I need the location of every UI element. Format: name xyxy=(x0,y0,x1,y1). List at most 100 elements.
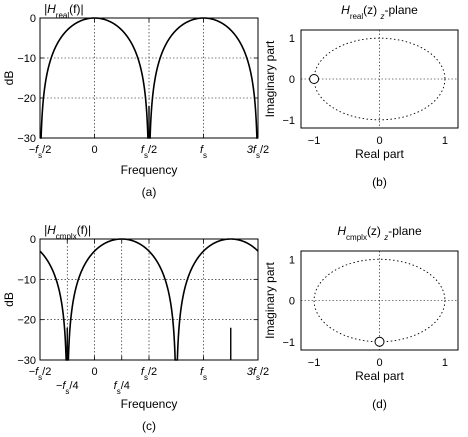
x-tick-label-part: 0 xyxy=(91,366,97,378)
panel-b: 1 0 −1 −1 0 1 Real part Imaginary part Hreal(z) … xyxy=(263,3,459,189)
y-tick-label: 1 xyxy=(289,254,295,266)
x-tick-label-part: /4 xyxy=(69,380,78,392)
chart-title-part: cmplx xyxy=(346,233,367,242)
y-tick-label: 1 xyxy=(289,33,295,45)
chart-title-part: (z) xyxy=(367,224,384,238)
y-axis-label: dB xyxy=(2,71,16,86)
panel-caption: (d) xyxy=(372,397,387,411)
y-tick-label: 0 xyxy=(30,13,36,25)
chart-title-part: H xyxy=(341,3,350,17)
x-tick-label-part: s xyxy=(65,387,69,396)
y-axis-label: Imaginary part xyxy=(263,261,277,338)
x-tick-label: 1 xyxy=(442,135,448,147)
y-axis-label: Imaginary part xyxy=(263,40,277,117)
y-tick-label: −10 xyxy=(17,53,36,65)
x-tick-label-part: −f xyxy=(29,144,39,156)
x-tick-label-part: /2 xyxy=(42,144,51,156)
x-tick-label: fs/2 xyxy=(141,144,157,160)
x-tick-label: 3fs/2 xyxy=(247,144,269,160)
y-tick-label: −10 xyxy=(17,274,36,286)
y-tick-label: −30 xyxy=(17,133,36,145)
chart-title: |Hcmplx(f)| xyxy=(44,223,91,241)
plot-frame xyxy=(39,238,259,361)
y-tick-label: 0 xyxy=(30,234,36,246)
x-tick-label: −fs/4 xyxy=(56,380,79,396)
x-tick-label: −fs/2 xyxy=(29,366,52,382)
series-line xyxy=(39,238,259,361)
x-tick-label-part: /2 xyxy=(260,366,269,378)
x-tick-label-part: s xyxy=(144,151,148,160)
y-tick-label: −30 xyxy=(17,355,36,367)
y-tick-label: 0 xyxy=(289,74,295,86)
y-axis-label: dB xyxy=(2,292,16,307)
x-tick-label-part: 3f xyxy=(247,144,257,156)
x-tick-label-part: /2 xyxy=(42,366,51,378)
chart-title-part: real xyxy=(56,11,70,20)
chart-title-part: -plane xyxy=(384,3,418,17)
x-tick-label: −fs/2 xyxy=(29,144,52,160)
zero-marker xyxy=(374,336,385,347)
x-tick-label-part: s xyxy=(256,373,260,382)
x-tick-label: −1 xyxy=(308,357,321,369)
x-tick-label: 3fs/2 xyxy=(247,366,269,382)
y-tick-label: 0 xyxy=(289,296,295,308)
x-tick-label-part: s xyxy=(203,373,207,382)
x-tick-label-part: 0 xyxy=(91,144,97,156)
chart-title-part: -plane xyxy=(388,224,422,238)
x-tick-label-part: s xyxy=(256,151,260,160)
x-tick-label: 0 xyxy=(91,144,97,156)
chart-title-part: |H xyxy=(44,2,56,16)
x-tick-label-part: s xyxy=(38,151,42,160)
x-axis-label: Real part xyxy=(355,369,404,383)
x-tick-label: −1 xyxy=(308,135,321,147)
zero-marker xyxy=(309,74,320,84)
x-tick-label-part: /4 xyxy=(121,380,130,392)
x-axis-label: Frequency xyxy=(121,163,178,177)
chart-title-part: (z) xyxy=(363,3,380,17)
plot-frame xyxy=(300,250,459,351)
chart-title-part: z xyxy=(383,233,388,242)
x-tick-label: fs xyxy=(200,144,207,160)
y-tick-label: −20 xyxy=(17,315,36,327)
chart-title-part: (f)| xyxy=(69,2,83,16)
y-tick-label: −20 xyxy=(17,93,36,105)
x-tick-label: 1 xyxy=(442,357,448,369)
chart-title-part: cmplx xyxy=(56,232,77,241)
panel-caption: (c) xyxy=(142,419,156,433)
chart-title: |Hreal(f)| xyxy=(44,2,84,20)
chart-title-part: z xyxy=(379,12,384,21)
x-tick-label-part: −f xyxy=(29,366,39,378)
x-tick-label-part: 3f xyxy=(247,366,257,378)
x-tick-label-part: s xyxy=(144,373,148,382)
panel-caption: (a) xyxy=(142,185,157,199)
x-tick-label-part: f xyxy=(114,380,118,392)
x-tick-label-part: f xyxy=(141,144,145,156)
chart-title-part: real xyxy=(350,12,364,21)
plot-frame xyxy=(300,29,459,129)
panel-d: 1 0 −1 −1 0 1 Real part Imaginary part Hcmplx(z)… xyxy=(263,224,459,411)
panel-a: 0−10−20−30−fs/2 0 fs/2 fs 3fs/2FrequencydB|H… xyxy=(2,2,269,199)
chart-title-part: H xyxy=(337,224,346,238)
x-tick-label-part: −f xyxy=(56,380,66,392)
y-tick-label: −1 xyxy=(282,115,295,127)
x-axis-label: Real part xyxy=(355,147,404,161)
x-tick-label-part: f xyxy=(141,366,145,378)
x-tick-label-part: s xyxy=(38,373,42,382)
x-tick-label: 0 xyxy=(91,366,97,378)
x-tick-label-part: /2 xyxy=(148,366,157,378)
y-tick-label: −1 xyxy=(282,337,295,349)
x-tick-label: fs/2 xyxy=(141,366,157,382)
x-tick-label-part: /2 xyxy=(148,144,157,156)
x-tick-label-part: f xyxy=(200,144,204,156)
x-axis-label: Frequency xyxy=(121,397,178,411)
x-tick-label-part: s xyxy=(117,387,121,396)
chart-title-part: (f)| xyxy=(77,223,91,237)
panel-caption: (b) xyxy=(372,175,387,189)
x-tick-label-part: s xyxy=(203,151,207,160)
plot-frame xyxy=(39,17,259,139)
x-tick-label: 0 xyxy=(376,135,382,147)
x-tick-label: fs xyxy=(200,366,207,382)
chart-title-part: |H xyxy=(44,223,56,237)
